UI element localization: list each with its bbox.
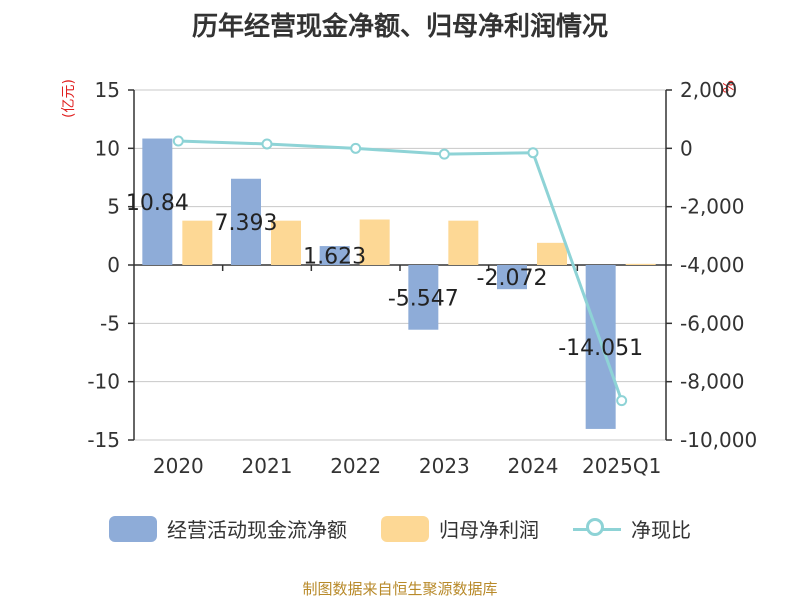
legend-label-cashflow: 经营活动现金流净额 xyxy=(167,518,347,542)
right-axis-tick-label: 2,000 xyxy=(680,78,737,102)
data-label-cashflow: -14.051 xyxy=(558,336,643,361)
legend-item-net-profit[interactable]: 归母净利润 xyxy=(381,514,539,543)
bar-net-profit xyxy=(625,263,656,265)
bar-net-profit xyxy=(271,220,301,265)
x-axis-tick-label: 2022 xyxy=(330,454,381,478)
bar-cashflow xyxy=(142,138,173,265)
x-axis-tick-label: 2024 xyxy=(508,454,559,478)
bar-cashflow xyxy=(585,265,616,429)
bar-cashflow xyxy=(408,265,439,330)
legend-swatch-net-profit xyxy=(381,515,429,542)
point-cash-ratio xyxy=(527,147,539,159)
data-label-cashflow: -5.547 xyxy=(388,286,459,311)
chart-title: 历年经营现金净额、归母净利润情况 xyxy=(191,12,608,42)
right-axis-tick-label: -2,000 xyxy=(680,195,744,219)
legend-swatch-cash-ratio xyxy=(573,516,621,542)
point-cash-ratio xyxy=(350,142,362,154)
data-label-cashflow: 1.623 xyxy=(303,245,366,270)
bar-net-profit xyxy=(448,220,479,265)
left-axis-tick-label: -15 xyxy=(87,428,120,452)
point-cash-ratio xyxy=(438,148,450,160)
x-axis-tick-label: 2020 xyxy=(153,454,204,478)
left-axis-tick-label: -10 xyxy=(87,370,120,394)
data-source-note: 制图数据来自恒生聚源数据库 xyxy=(302,580,498,598)
bar-net-profit xyxy=(537,242,567,265)
left-axis-tick-label: 10 xyxy=(95,136,120,160)
x-axis-tick-label: 2021 xyxy=(242,454,293,478)
right-axis-tick-label: -6,000 xyxy=(680,311,744,335)
left-axis-tick-label: 5 xyxy=(107,195,120,219)
bar-net-profit xyxy=(182,220,213,265)
right-axis-tick-label: -10,000 xyxy=(680,428,757,452)
data-label-cashflow: 7.393 xyxy=(215,211,278,236)
legend-swatch-cashflow xyxy=(109,515,157,542)
legend-label-net-profit: 归母净利润 xyxy=(439,518,539,542)
bar-net-profit xyxy=(359,219,390,265)
right-axis-tick-label: -4,000 xyxy=(680,253,744,277)
line-cash-ratio xyxy=(178,139,624,402)
legend-item-cash-ratio[interactable]: 净现比 xyxy=(573,514,691,543)
right-axis-tick-label: -8,000 xyxy=(680,370,744,394)
left-axis-tick-label: 15 xyxy=(95,78,120,102)
x-axis-tick-label: 2023 xyxy=(419,454,470,478)
point-cash-ratio xyxy=(616,395,628,407)
legend-label-cash-ratio: 净现比 xyxy=(631,518,691,542)
point-cash-ratio xyxy=(172,135,184,147)
bar-cashflow xyxy=(231,178,261,265)
right-axis-tick-label: 0 xyxy=(680,136,693,160)
data-label-cashflow: -2.072 xyxy=(477,266,548,291)
left-axis-tick-label: 0 xyxy=(107,253,120,277)
chart-legend: 经营活动现金流净额 归母净利润 净现比 xyxy=(0,514,800,543)
point-cash-ratio xyxy=(261,138,273,150)
legend-item-cashflow[interactable]: 经营活动现金流净额 xyxy=(109,514,347,543)
left-axis-tick-label: -5 xyxy=(100,311,120,335)
bar-cashflow xyxy=(319,246,350,265)
x-axis-tick-label: 2025Q1 xyxy=(582,454,661,478)
data-label-cashflow: 10.84 xyxy=(126,191,189,216)
bar-cashflow xyxy=(497,265,527,290)
